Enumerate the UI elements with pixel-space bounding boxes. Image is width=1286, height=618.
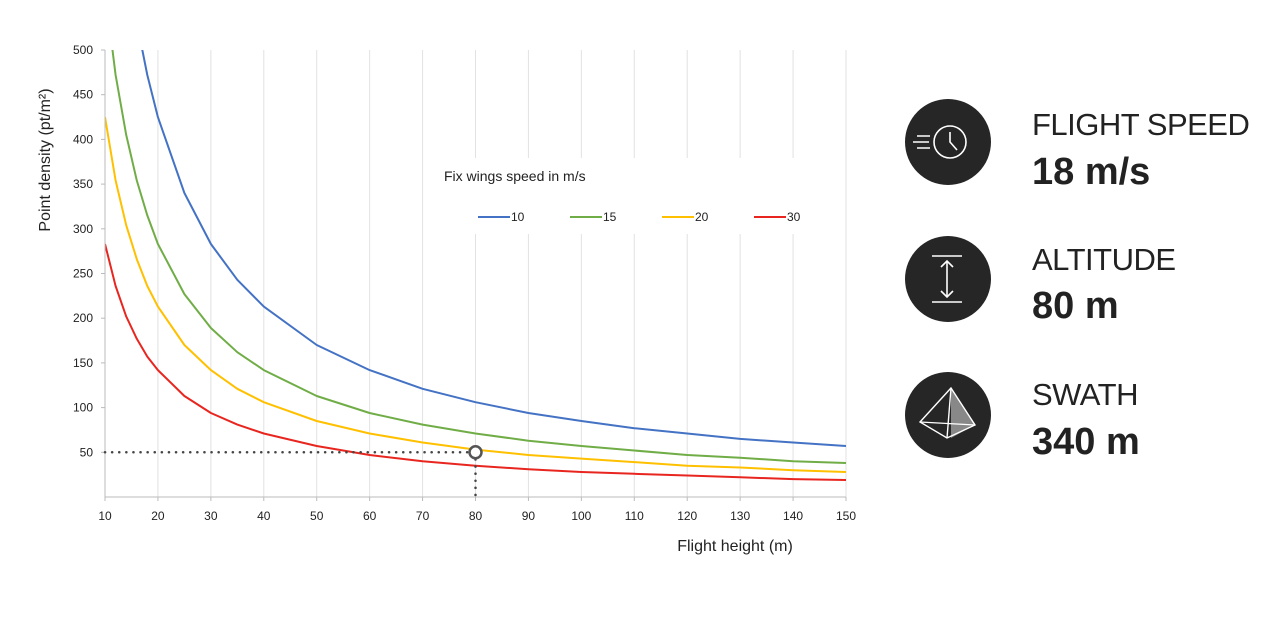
swath-icon [905,372,991,458]
x-tick-label: 90 [522,509,536,523]
x-tick-label: 10 [98,509,112,523]
x-tick-label: 120 [677,509,697,523]
x-tick-label: 110 [625,509,644,523]
spec-value: 80 m [1032,285,1119,327]
x-tick-label: 20 [151,509,165,523]
x-tick-label: 70 [416,509,430,523]
x-tick-label: 100 [571,509,591,523]
altitude-icon [905,236,991,322]
x-tick-label: 140 [783,509,803,523]
series-line [111,50,846,464]
legend-box [432,158,834,234]
x-tick-label: 130 [730,509,750,523]
y-tick-label: 350 [73,177,93,191]
series-line [141,50,846,447]
x-axis-label: Flight height (m) [677,538,793,555]
y-tick-label: 200 [73,311,93,325]
legend-label: 30 [787,210,801,224]
x-tick-label: 30 [204,509,218,523]
spec-label: SWATH [1032,377,1138,412]
x-tick-label: 150 [836,509,856,523]
x-tick-label: 60 [363,509,377,523]
legend-label: 15 [603,210,617,224]
y-tick-label: 300 [73,222,93,236]
y-tick-label: 150 [73,356,93,370]
y-tick-label: 500 [73,43,93,57]
highlight-point [468,445,483,460]
x-tick-label: 80 [469,509,483,523]
x-tick-label: 40 [257,509,271,523]
legend-label: 20 [695,210,709,224]
y-tick-label: 450 [73,88,93,102]
y-tick-label: 250 [73,267,93,281]
y-axis-label: Point density (pt/m²) [37,88,54,231]
spec-value: 340 m [1032,421,1140,463]
legend-label: 10 [511,210,525,224]
series-line [105,116,846,473]
y-tick-label: 50 [80,445,94,459]
spec-label: ALTITUDE [1032,242,1176,277]
series-line [105,243,846,481]
spec-label: FLIGHT SPEED [1032,107,1249,142]
speed-icon [905,99,991,185]
y-tick-label: 100 [73,401,93,415]
y-tick-label: 400 [73,132,93,146]
spec-value: 18 m/s [1032,151,1150,193]
x-tick-label: 50 [310,509,324,523]
legend-title: Fix wings speed in m/s [444,168,586,184]
